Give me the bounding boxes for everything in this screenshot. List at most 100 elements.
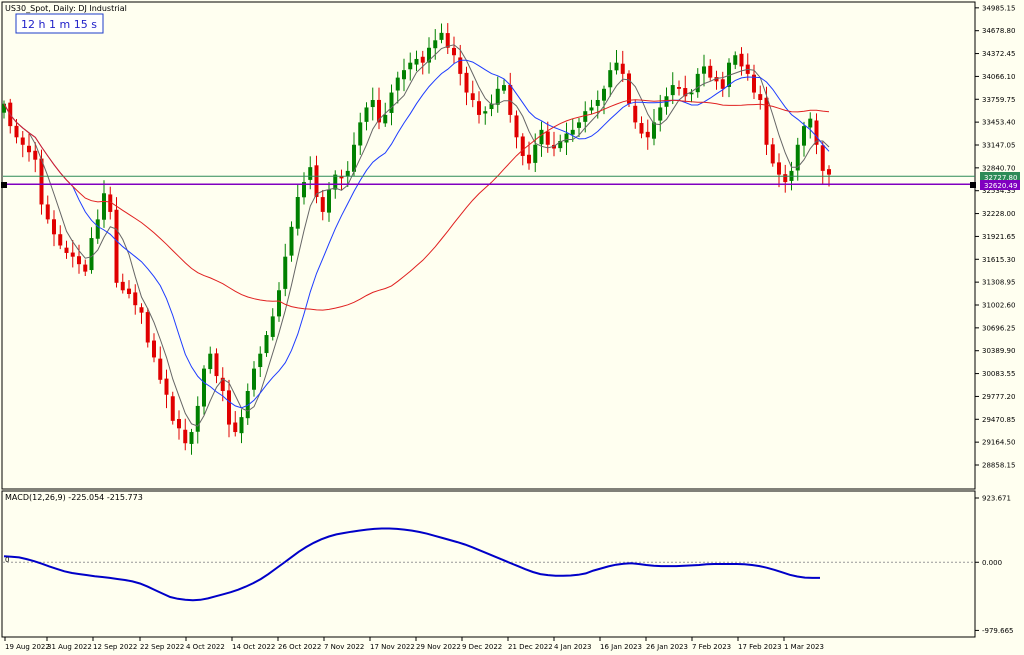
candle [58,225,63,250]
candle [795,137,800,181]
candle [89,227,94,274]
candle [814,113,819,155]
candle [564,122,569,155]
candle [452,36,456,64]
candle [358,112,363,155]
candle-body [270,316,275,337]
candle [389,84,394,126]
candle [20,131,25,158]
candle-body [658,107,663,121]
candle-body [364,107,369,122]
candle-body [133,292,138,306]
candle-body [395,77,400,91]
y-tick-label: 31002.60 [982,301,1015,309]
ma-slow-line [3,99,830,311]
candle-body [327,189,331,213]
candle [177,410,181,440]
candle [170,391,175,425]
x-tick-label: 17 Nov 2022 [370,643,415,651]
candle-body [827,169,831,175]
candle [45,195,50,224]
candle-body [77,256,81,265]
candle-body [95,219,100,239]
candle [808,112,813,139]
hline-handle-left[interactable] [1,182,7,188]
y-tick-label: 33147.05 [982,141,1015,149]
candle-body [314,165,319,197]
candle-body [470,93,475,100]
candle-body [370,100,375,108]
candle [520,133,525,166]
x-tick-label: 1 Mar 2023 [784,643,824,651]
candle-body [539,129,544,145]
candle-body [283,256,288,289]
hline-handle-right[interactable] [970,182,976,188]
candle [670,72,675,105]
candle-body [420,56,425,63]
candle [83,259,88,276]
candle-body [602,88,606,101]
candle [114,197,119,288]
candle-body [108,194,113,212]
candle [539,121,544,157]
candle-body [139,307,144,313]
candle-body [20,137,25,145]
candle [120,273,125,294]
candle [27,132,31,162]
candle-body [702,66,706,74]
candle-body [14,125,19,138]
candle-body [802,126,806,146]
candle-body [320,197,325,212]
candle [320,189,325,221]
y-tick-label: 32840.70 [982,164,1015,172]
price-badge-2-text: 32620.49 [984,182,1017,190]
candle-body [758,94,763,100]
y-tick-label: 32534.35 [982,187,1015,195]
candle [208,346,213,374]
candle-body [239,417,244,434]
candle-body [258,353,263,368]
candle [252,361,256,397]
candle [483,106,488,125]
candle [245,383,250,425]
candle-body [558,141,563,149]
candle [77,244,81,274]
candle-body [227,390,231,425]
candle-body [58,234,63,246]
x-tick-label: 14 Oct 2022 [232,643,275,651]
candle [708,59,713,81]
candle [339,169,344,191]
candle-body [102,193,106,220]
x-tick-label: 31 Aug 2022 [47,643,92,651]
candle-body [508,84,513,115]
candle [714,70,719,90]
hline-handles[interactable] [1,182,976,188]
y-tick-label: 29164.50 [982,439,1015,447]
candle-body [245,391,250,419]
candle-body [452,47,456,56]
candle-body [720,79,725,89]
y-tick-label: 31921.65 [982,233,1015,241]
candle-body [677,87,681,89]
candle-body [183,429,188,444]
candle [770,137,775,167]
candle-body [583,111,588,122]
candle-body [145,312,150,343]
candle [470,80,475,108]
candle-body [564,133,569,143]
macd-label: MACD(12,26,9) -225.054 -215.773 [5,493,143,502]
candle [127,280,131,299]
candle-body [695,73,700,93]
candle [652,108,656,146]
candle-body [627,73,631,104]
candle [102,180,106,228]
candle [239,409,244,444]
candle [352,132,356,176]
candle-body [339,176,344,179]
candle [633,99,638,129]
candle-body [620,63,625,74]
price-pane-frame [1,1,976,490]
candle-body [545,131,550,145]
